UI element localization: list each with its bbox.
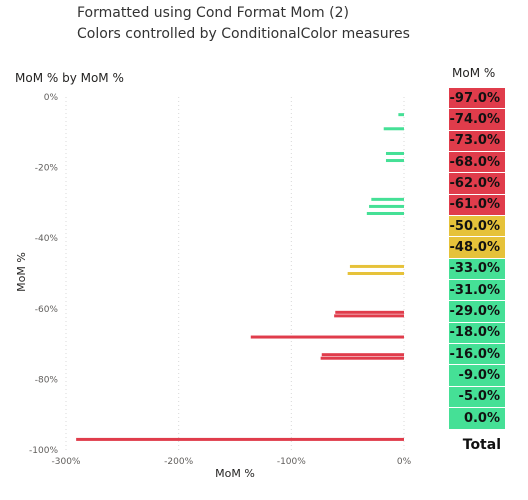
y-tick-label: -80% bbox=[35, 375, 59, 385]
report-header: Formatted using Cond Format Mom (2) Colo… bbox=[77, 3, 410, 45]
table-row: -31.0% bbox=[449, 280, 505, 302]
y-tick-label: -60% bbox=[35, 305, 59, 315]
x-tick-label: -200% bbox=[164, 457, 193, 467]
chart-bar bbox=[385, 151, 404, 155]
chart-bar bbox=[369, 204, 404, 208]
chart-bar bbox=[321, 353, 404, 357]
table-header[interactable]: MoM % bbox=[452, 66, 496, 80]
chart-bar bbox=[385, 159, 404, 163]
chart-bar bbox=[250, 335, 404, 339]
table-row: -9.0% bbox=[449, 365, 505, 387]
header-line-2: Colors controlled by ConditionalColor me… bbox=[77, 26, 410, 42]
y-tick-label: -100% bbox=[29, 446, 58, 456]
table-row: -16.0% bbox=[449, 344, 505, 366]
mom-table: -97.0% -74.0% -73.0% -68.0% -62.0% -61.0% -50.… bbox=[449, 88, 505, 430]
table-row: -74.0% bbox=[449, 109, 505, 131]
chart-bar bbox=[366, 211, 404, 215]
chart-bar bbox=[398, 113, 404, 117]
x-tick-label: 0% bbox=[397, 457, 412, 467]
header-line-1: Formatted using Cond Format Mom (2) bbox=[77, 5, 349, 21]
table-row: 0.0% bbox=[449, 408, 505, 430]
table-row: -62.0% bbox=[449, 173, 505, 195]
x-tick-label: -300% bbox=[52, 457, 81, 467]
y-tick-label: -40% bbox=[35, 234, 59, 244]
table-row: -33.0% bbox=[449, 258, 505, 281]
chart-bar bbox=[371, 197, 404, 201]
table-row: -61.0% bbox=[449, 194, 505, 217]
table-row: -50.0% bbox=[449, 216, 505, 238]
table-row: -48.0% bbox=[449, 237, 505, 259]
chart-bar bbox=[334, 314, 404, 318]
table-row: -97.0% bbox=[449, 88, 505, 110]
y-tick-label: -20% bbox=[35, 164, 59, 174]
chart-bar bbox=[347, 272, 404, 275]
x-axis-title: MoM % bbox=[215, 467, 255, 480]
chart-bar bbox=[335, 310, 404, 314]
chart-title: MoM % by MoM % bbox=[15, 71, 124, 85]
table-row: -5.0% bbox=[449, 386, 505, 409]
table-row: -73.0% bbox=[449, 130, 505, 153]
y-tick-label: 0% bbox=[44, 93, 59, 103]
chart-bar bbox=[76, 437, 404, 441]
chart-bar bbox=[349, 264, 404, 268]
table-row: -29.0% bbox=[449, 301, 505, 323]
chart-bar bbox=[320, 356, 404, 360]
chart-bar bbox=[383, 127, 404, 131]
x-tick-label: -100% bbox=[277, 457, 306, 467]
y-axis-title: MoM % bbox=[15, 252, 28, 292]
table-row: -68.0% bbox=[449, 152, 505, 174]
total-label: Total bbox=[462, 437, 501, 453]
table-row: -18.0% bbox=[449, 322, 505, 345]
